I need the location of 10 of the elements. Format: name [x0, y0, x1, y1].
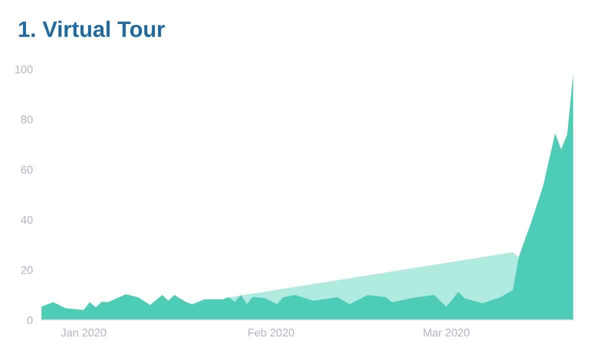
- y-tick-label: 100: [15, 65, 33, 74]
- y-tick-label: 60: [21, 166, 33, 174]
- y-tick-label: 80: [21, 116, 33, 124]
- x-tick-label: Mar 2020: [424, 328, 470, 337]
- y-tick-label: 0: [27, 316, 33, 324]
- y-tick-label: 40: [20, 216, 33, 224]
- chart-title: 1. Virtual Tour: [19, 20, 165, 38]
- y-tick-label: 20: [21, 266, 33, 274]
- x-tick-label: Jan 2020: [60, 328, 106, 337]
- x-tick-label: Feb 2020: [248, 328, 294, 337]
